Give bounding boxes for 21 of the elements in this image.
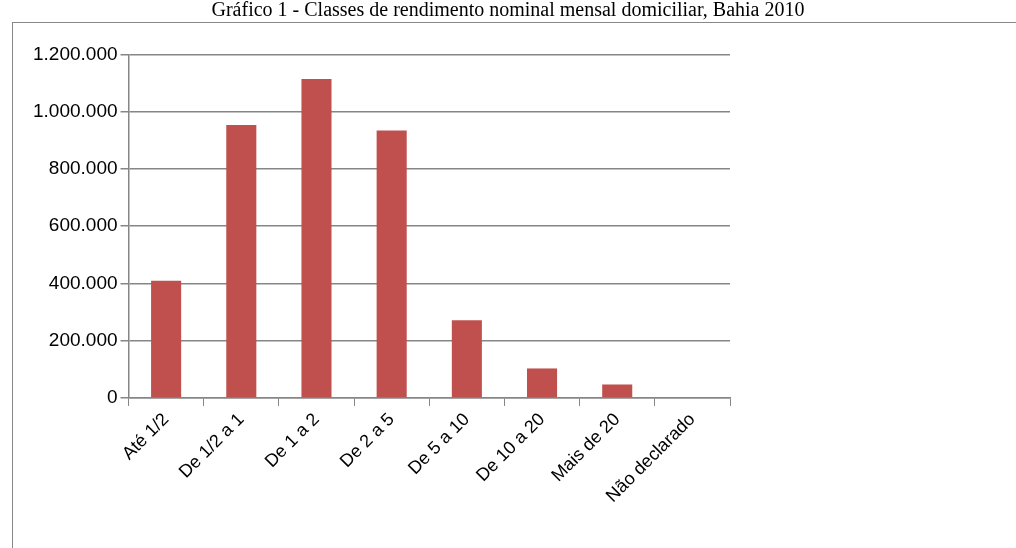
bar <box>301 79 332 398</box>
bar <box>602 384 633 398</box>
y-tick-label: 1.000.000 <box>32 99 118 121</box>
y-tick-label: 800.000 <box>48 157 118 179</box>
x-tick-label: De 1 a 2 <box>260 408 323 472</box>
y-tick-label: 400.000 <box>48 271 118 293</box>
bar <box>527 368 558 398</box>
bar <box>151 280 182 398</box>
x-tick-label: De 10 a 20 <box>471 408 549 486</box>
y-tick-label: 200.000 <box>48 328 118 350</box>
bar <box>376 130 407 398</box>
x-tick-label: De 2 a 5 <box>335 408 399 472</box>
x-tick-label: De 5 a 10 <box>403 408 474 479</box>
y-tick-label: 0 <box>106 386 118 408</box>
chart-title: Gráfico 1 - Classes de rendimento nominal mensal domiciliar, Bahia 2010 <box>210 0 806 20</box>
bar <box>226 125 257 398</box>
y-tick-label: 600.000 <box>48 214 118 236</box>
bar <box>451 320 482 398</box>
x-tick-label: Até 1/2 <box>117 408 173 464</box>
y-tick-label: 1.200.000 <box>32 42 118 64</box>
x-tick-label: De 1/2 a 1 <box>174 408 248 482</box>
